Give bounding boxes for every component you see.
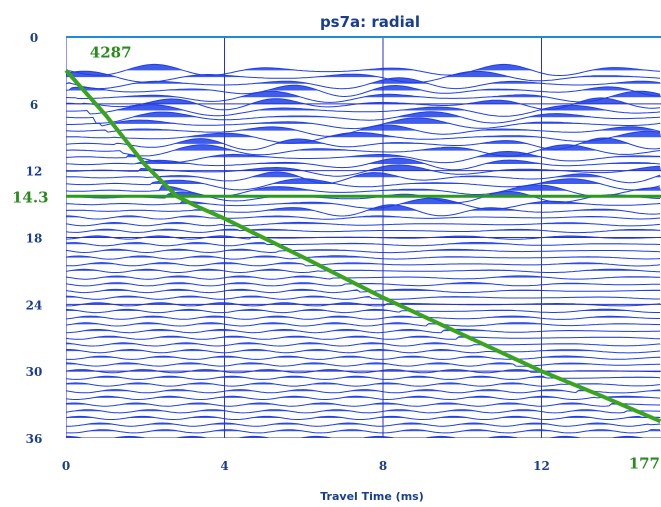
trace-fill	[66, 389, 661, 392]
series-line	[64, 69, 661, 424]
seismic-trace	[66, 335, 661, 340]
annotation-label: 14.3	[12, 188, 49, 206]
trace-fill	[66, 171, 661, 178]
trace-fill	[66, 158, 661, 164]
seismic-trace	[66, 111, 661, 124]
trace-fill	[66, 336, 661, 338]
x-tick-label: 12	[533, 459, 550, 473]
seismic-trace	[66, 409, 661, 414]
trace-fill	[66, 329, 661, 332]
seismic-trace	[66, 342, 661, 347]
annotation-label: 4287	[90, 44, 132, 62]
trace-fill	[66, 138, 661, 144]
seismic-trace	[66, 221, 661, 227]
trace-fill	[66, 77, 661, 84]
seismic-trace	[66, 429, 661, 434]
seismic-trace	[66, 117, 661, 130]
seismic-trace	[66, 228, 661, 234]
seismic-trace	[66, 315, 660, 320]
y-tick-label: 30	[26, 365, 43, 379]
seismic-trace	[66, 70, 661, 83]
seismic-trace	[66, 242, 661, 247]
seismic-trace	[66, 328, 661, 334]
seismic-trace	[66, 255, 661, 260]
seismic-trace	[66, 204, 661, 217]
seismic-trace	[66, 268, 661, 274]
seismic-trace	[66, 389, 661, 394]
seismic-trace	[66, 402, 660, 407]
x-tick-label: 0	[62, 459, 70, 473]
seismic-trace	[66, 355, 661, 360]
seismic-trace	[66, 90, 661, 103]
y-tick-label: 6	[30, 98, 38, 112]
seismic-trace	[66, 415, 661, 420]
trace-fill	[66, 151, 661, 158]
seismic-trace	[66, 171, 661, 184]
trace-fill	[66, 184, 661, 191]
trace-fill	[66, 71, 661, 78]
seismic-trace	[66, 104, 661, 117]
seismic-trace	[66, 348, 661, 354]
seismic-trace	[66, 308, 660, 314]
seismic-trace	[66, 395, 661, 401]
seismic-trace	[66, 382, 661, 387]
trace-fill	[66, 104, 661, 111]
y-tick-label: 36	[26, 432, 43, 446]
seismic-trace	[66, 262, 661, 267]
seismic-trace	[66, 124, 661, 137]
seismic-trace	[66, 84, 660, 98]
x-tick-labels: 0481216	[62, 459, 550, 473]
seismic-trace	[66, 157, 661, 171]
y-tick-label: 24	[26, 298, 43, 312]
seismic-trace	[66, 197, 661, 210]
seismic-trace	[66, 282, 660, 287]
trace-fill	[66, 117, 661, 124]
chart-title: ps7a: radial	[320, 13, 420, 31]
seismic-trace	[66, 144, 661, 157]
seismic-trace	[66, 215, 661, 220]
trace-fill	[66, 91, 661, 98]
seismic-trace	[66, 248, 661, 254]
y-tick-labels: 0 6 12 18 24 30 36	[26, 31, 43, 446]
y-tick-label: 0	[30, 31, 38, 45]
trace-fill	[66, 85, 661, 91]
seismic-trace	[66, 288, 660, 294]
seismic-trace	[66, 77, 661, 90]
annotations: 4287 14.3 1773	[12, 44, 661, 473]
seismic-trace	[66, 63, 661, 76]
plot-area	[64, 36, 661, 438]
annotation-label: 1773	[629, 455, 661, 473]
x-tick-label: 8	[379, 459, 387, 473]
trace-fill	[66, 178, 661, 184]
seismic-trace	[66, 184, 660, 198]
seismic-trace	[66, 422, 661, 427]
seismic-trace	[66, 362, 661, 367]
trace-fill	[66, 204, 661, 211]
y-tick-label: 12	[26, 165, 43, 179]
seismic-trace	[66, 275, 661, 280]
y-tick-label: 18	[26, 232, 43, 246]
trace-fill	[66, 64, 661, 71]
seismic-trace	[66, 130, 661, 144]
seismic-trace	[66, 295, 660, 300]
x-tick-label: 4	[220, 459, 228, 473]
x-axis-label: Travel Time (ms)	[320, 490, 423, 503]
seismic-trace	[66, 435, 647, 438]
seismic-trace	[66, 322, 661, 327]
